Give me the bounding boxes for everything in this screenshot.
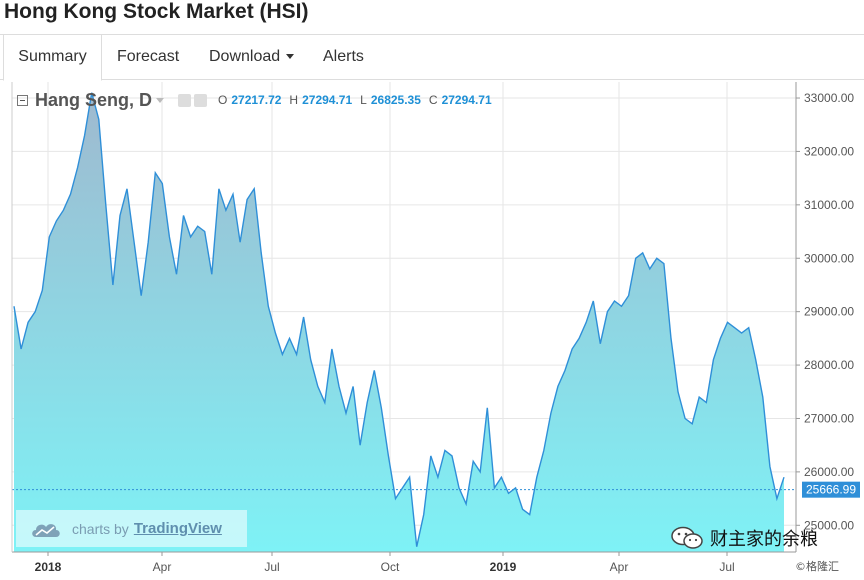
symbol-name[interactable]: Hang Seng, D	[35, 89, 153, 110]
tab-bar: Summary Forecast Download Alerts	[0, 34, 864, 81]
brand-watermark: 财主家的余粮	[670, 523, 818, 553]
close-label: C	[428, 93, 438, 107]
chevron-down-icon	[286, 54, 295, 60]
tab-summary-label: Summary	[18, 48, 87, 65]
open-label: O	[218, 93, 228, 107]
brand-text: 财主家的余粮	[710, 529, 818, 550]
chart-panel[interactable]: 33000.00 32000.00 31000.00 30000.00 29000.00…	[0, 81, 864, 575]
x-tick-label: Oct	[381, 560, 400, 574]
y-tick-label: 33000.00	[804, 91, 854, 105]
low-value: 26825.35	[370, 93, 421, 107]
series-legend[interactable]: Hang Seng, D O 27217.72 H 27294.71 L 268…	[17, 89, 492, 111]
tab-download[interactable]: Download	[209, 35, 295, 81]
wechat-icon	[671, 526, 703, 549]
y-tick-label: 27000.00	[804, 411, 854, 425]
low-label: L	[360, 93, 367, 107]
y-tick-label: 28000.00	[804, 358, 854, 372]
tradingview-watermark[interactable]: charts by TradingView	[16, 510, 247, 547]
last-price-tag-bg	[802, 481, 860, 498]
page-title: Hong Kong Stock Market (HSI)	[4, 0, 309, 23]
tradingview-link[interactable]: TradingView	[133, 520, 222, 537]
y-tick-label: 32000.00	[804, 144, 854, 158]
x-tick-label: 2019	[490, 560, 517, 574]
collapse-icon[interactable]	[17, 94, 28, 106]
x-tick-label: Jul	[719, 560, 734, 574]
y-tick-label: 31000.00	[804, 198, 854, 212]
y-axis: 33000.00 32000.00 31000.00 30000.00 29000.00…	[796, 91, 854, 532]
settings-icon[interactable]	[178, 93, 192, 107]
high-value: 27294.71	[302, 93, 353, 107]
tab-download-label: Download	[209, 48, 281, 65]
tab-forecast-label: Forecast	[117, 48, 180, 65]
cloud-icon	[32, 523, 60, 537]
open-value: 27217.72	[231, 93, 282, 107]
tab-alerts-label: Alerts	[323, 48, 364, 65]
credit-text: ©格隆汇	[795, 560, 839, 573]
close-value: 27294.71	[441, 93, 492, 107]
y-tick-label: 26000.00	[804, 465, 854, 479]
last-price-label: 25666.99	[806, 483, 856, 497]
price-chart[interactable]: 33000.00 32000.00 31000.00 30000.00 29000.00…	[0, 81, 864, 575]
x-tick-label: Apr	[153, 560, 172, 574]
tab-alerts[interactable]: Alerts	[323, 35, 364, 81]
settings-icon[interactable]	[194, 93, 208, 107]
x-tick-label: 2018	[35, 560, 62, 574]
price-line	[13, 92, 785, 547]
price-area	[14, 92, 784, 552]
tab-forecast[interactable]: Forecast	[117, 35, 179, 81]
x-axis: 2018 Apr Jul Oct 2019 Apr Jul	[35, 552, 735, 574]
chevron-down-icon[interactable]	[156, 97, 165, 103]
last-price-tag: 25666.99	[802, 481, 860, 498]
y-tick-label: 29000.00	[804, 305, 854, 319]
watermark-text: charts by	[72, 520, 129, 537]
x-tick-label: Apr	[610, 560, 629, 574]
x-tick-label: Jul	[264, 560, 279, 574]
y-tick-label: 25000.00	[804, 518, 854, 532]
high-label: H	[289, 93, 299, 107]
tab-summary[interactable]: Summary	[3, 34, 102, 81]
y-tick-label: 30000.00	[804, 251, 854, 265]
